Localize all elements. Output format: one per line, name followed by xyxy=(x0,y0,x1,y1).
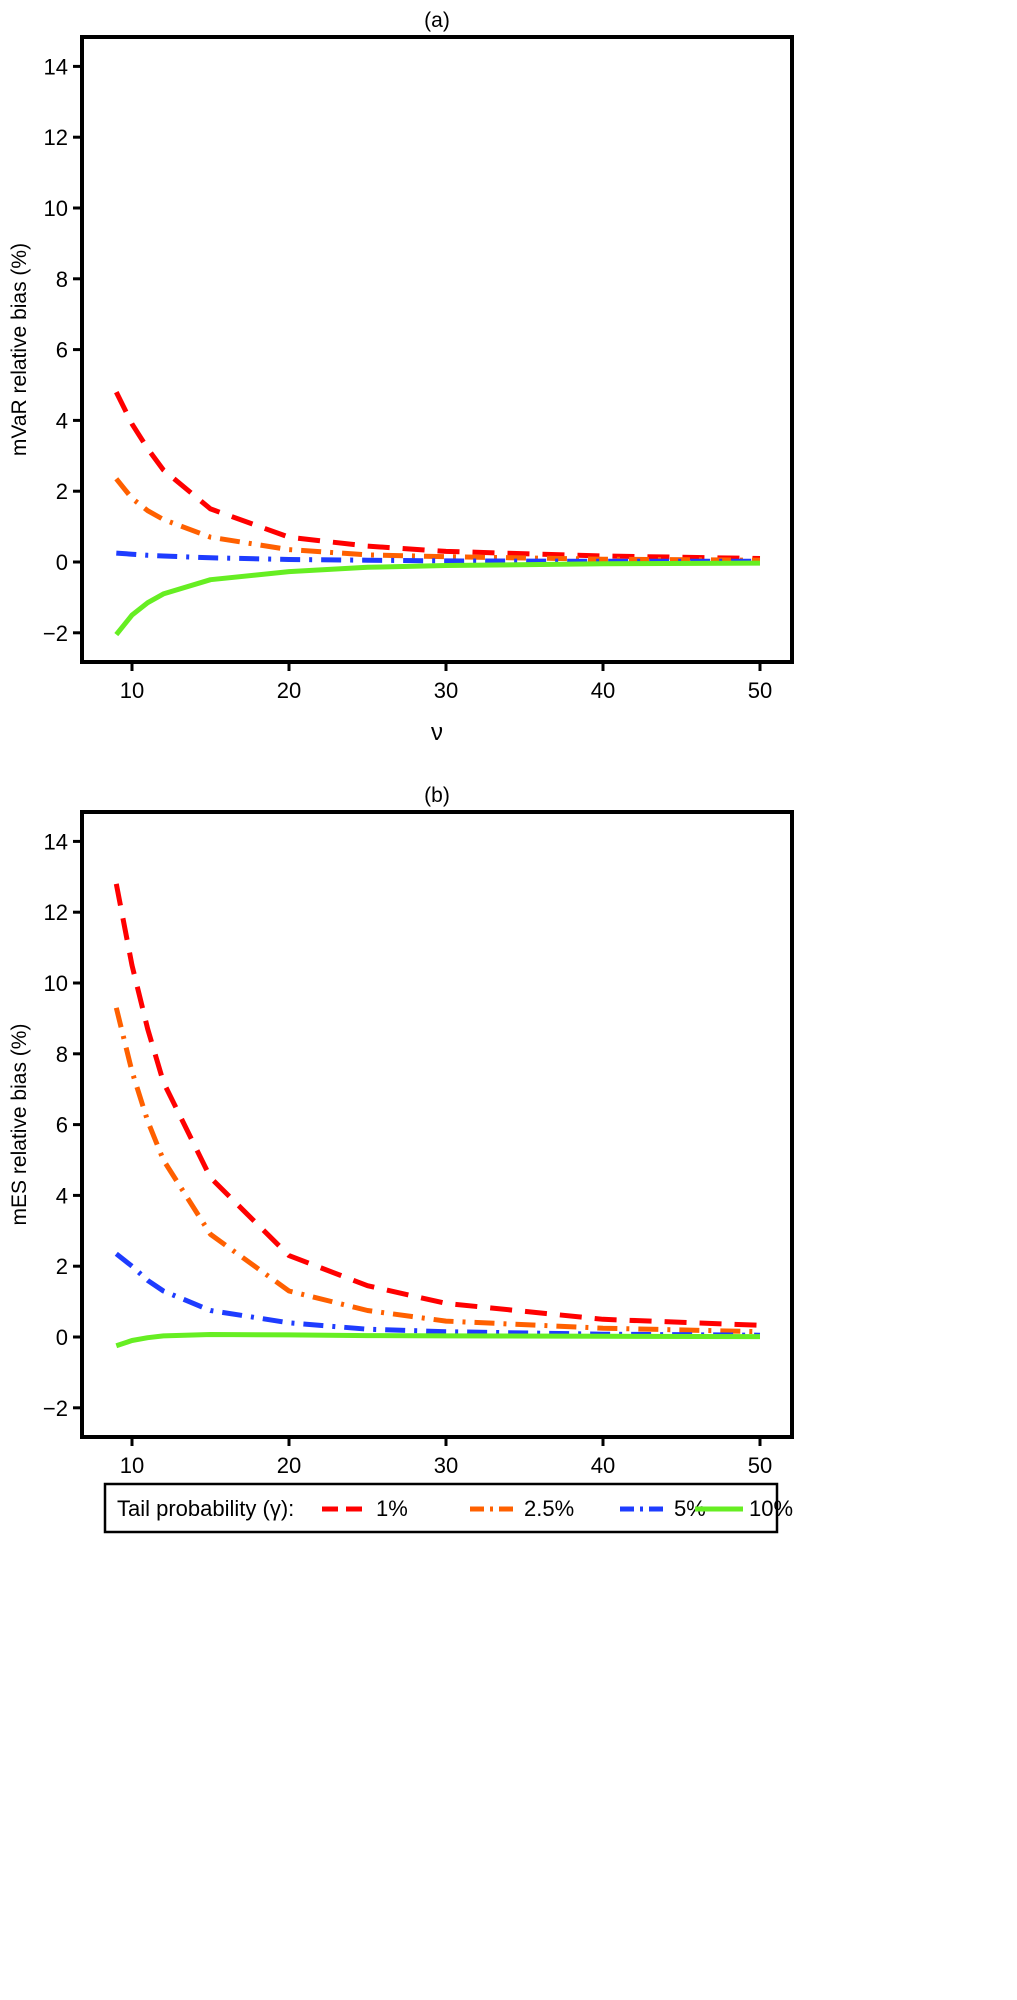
x-tick-label: 20 xyxy=(277,1453,301,1478)
series-line-2_5pct xyxy=(113,1007,761,1335)
x-tick-label: 20 xyxy=(277,678,301,703)
y-tick-label: 14 xyxy=(44,829,68,854)
y-tick-label: 0 xyxy=(56,550,68,575)
legend: Tail probability (γ): 1% 2.5% 5% 10% xyxy=(103,1482,793,1534)
y-tick-label: 10 xyxy=(44,971,68,996)
series-line-5pct xyxy=(116,550,760,564)
y-tick-label: 8 xyxy=(56,1042,68,1067)
legend-title: Tail probability (γ): xyxy=(117,1496,294,1521)
y-tick-label: 10 xyxy=(44,196,68,221)
legend-entry-label: 1% xyxy=(376,1496,408,1521)
legend-entry-label: 2.5% xyxy=(524,1496,574,1521)
y-tick-label: 12 xyxy=(44,900,68,925)
panel-a: (a) −2 0 2 4 6 8 10 12 14 10 20 30 40 50 ν mVaR relative… xyxy=(8,9,794,746)
series-line-10pct xyxy=(114,560,761,637)
x-tick-label: 10 xyxy=(120,678,144,703)
y-tick-label: 0 xyxy=(56,1325,68,1350)
series-line-1pct xyxy=(114,390,761,561)
panel-title: (b) xyxy=(424,784,450,807)
y-tick-label: 4 xyxy=(56,1183,68,1208)
y-tick-label: −2 xyxy=(43,1396,68,1421)
y-tick-label: −2 xyxy=(43,621,68,646)
series-line-2_5pct xyxy=(114,477,761,563)
y-tick-label: 14 xyxy=(44,54,68,79)
y-tick-label: 12 xyxy=(44,125,68,150)
plot-frame xyxy=(80,35,794,664)
y-axis-label: mES relative bias (%) xyxy=(8,1024,31,1226)
y-tick-label: 6 xyxy=(56,338,68,363)
y-tick-label: 4 xyxy=(56,408,68,433)
y-tick-label: 8 xyxy=(56,267,68,292)
x-tick-label: 30 xyxy=(434,1453,458,1478)
series-line-10pct xyxy=(115,1332,761,1349)
y-axis-label: mVaR relative bias (%) xyxy=(8,243,31,456)
x-tick-label: 50 xyxy=(748,1453,772,1478)
legend-box xyxy=(103,1482,779,1534)
panel-b: (b)−2024681012141020304050νmES relative … xyxy=(8,784,794,1521)
x-tick-label: 40 xyxy=(591,678,615,703)
x-tick-label: 10 xyxy=(120,1453,144,1478)
x-tick-label: 40 xyxy=(591,1453,615,1478)
y-tick-label: 2 xyxy=(56,1254,68,1279)
x-tick-label: 50 xyxy=(748,678,772,703)
series-line-5pct xyxy=(114,1251,761,1338)
legend-entry-label: 10% xyxy=(749,1496,793,1521)
panel-title: (a) xyxy=(424,9,450,32)
x-axis-label: ν xyxy=(431,719,443,746)
y-tick-label: 6 xyxy=(56,1113,68,1138)
y-tick-label: 2 xyxy=(56,479,68,504)
series-line-1pct xyxy=(113,883,761,1328)
x-tick-label: 30 xyxy=(434,678,458,703)
plot-frame xyxy=(80,810,794,1439)
